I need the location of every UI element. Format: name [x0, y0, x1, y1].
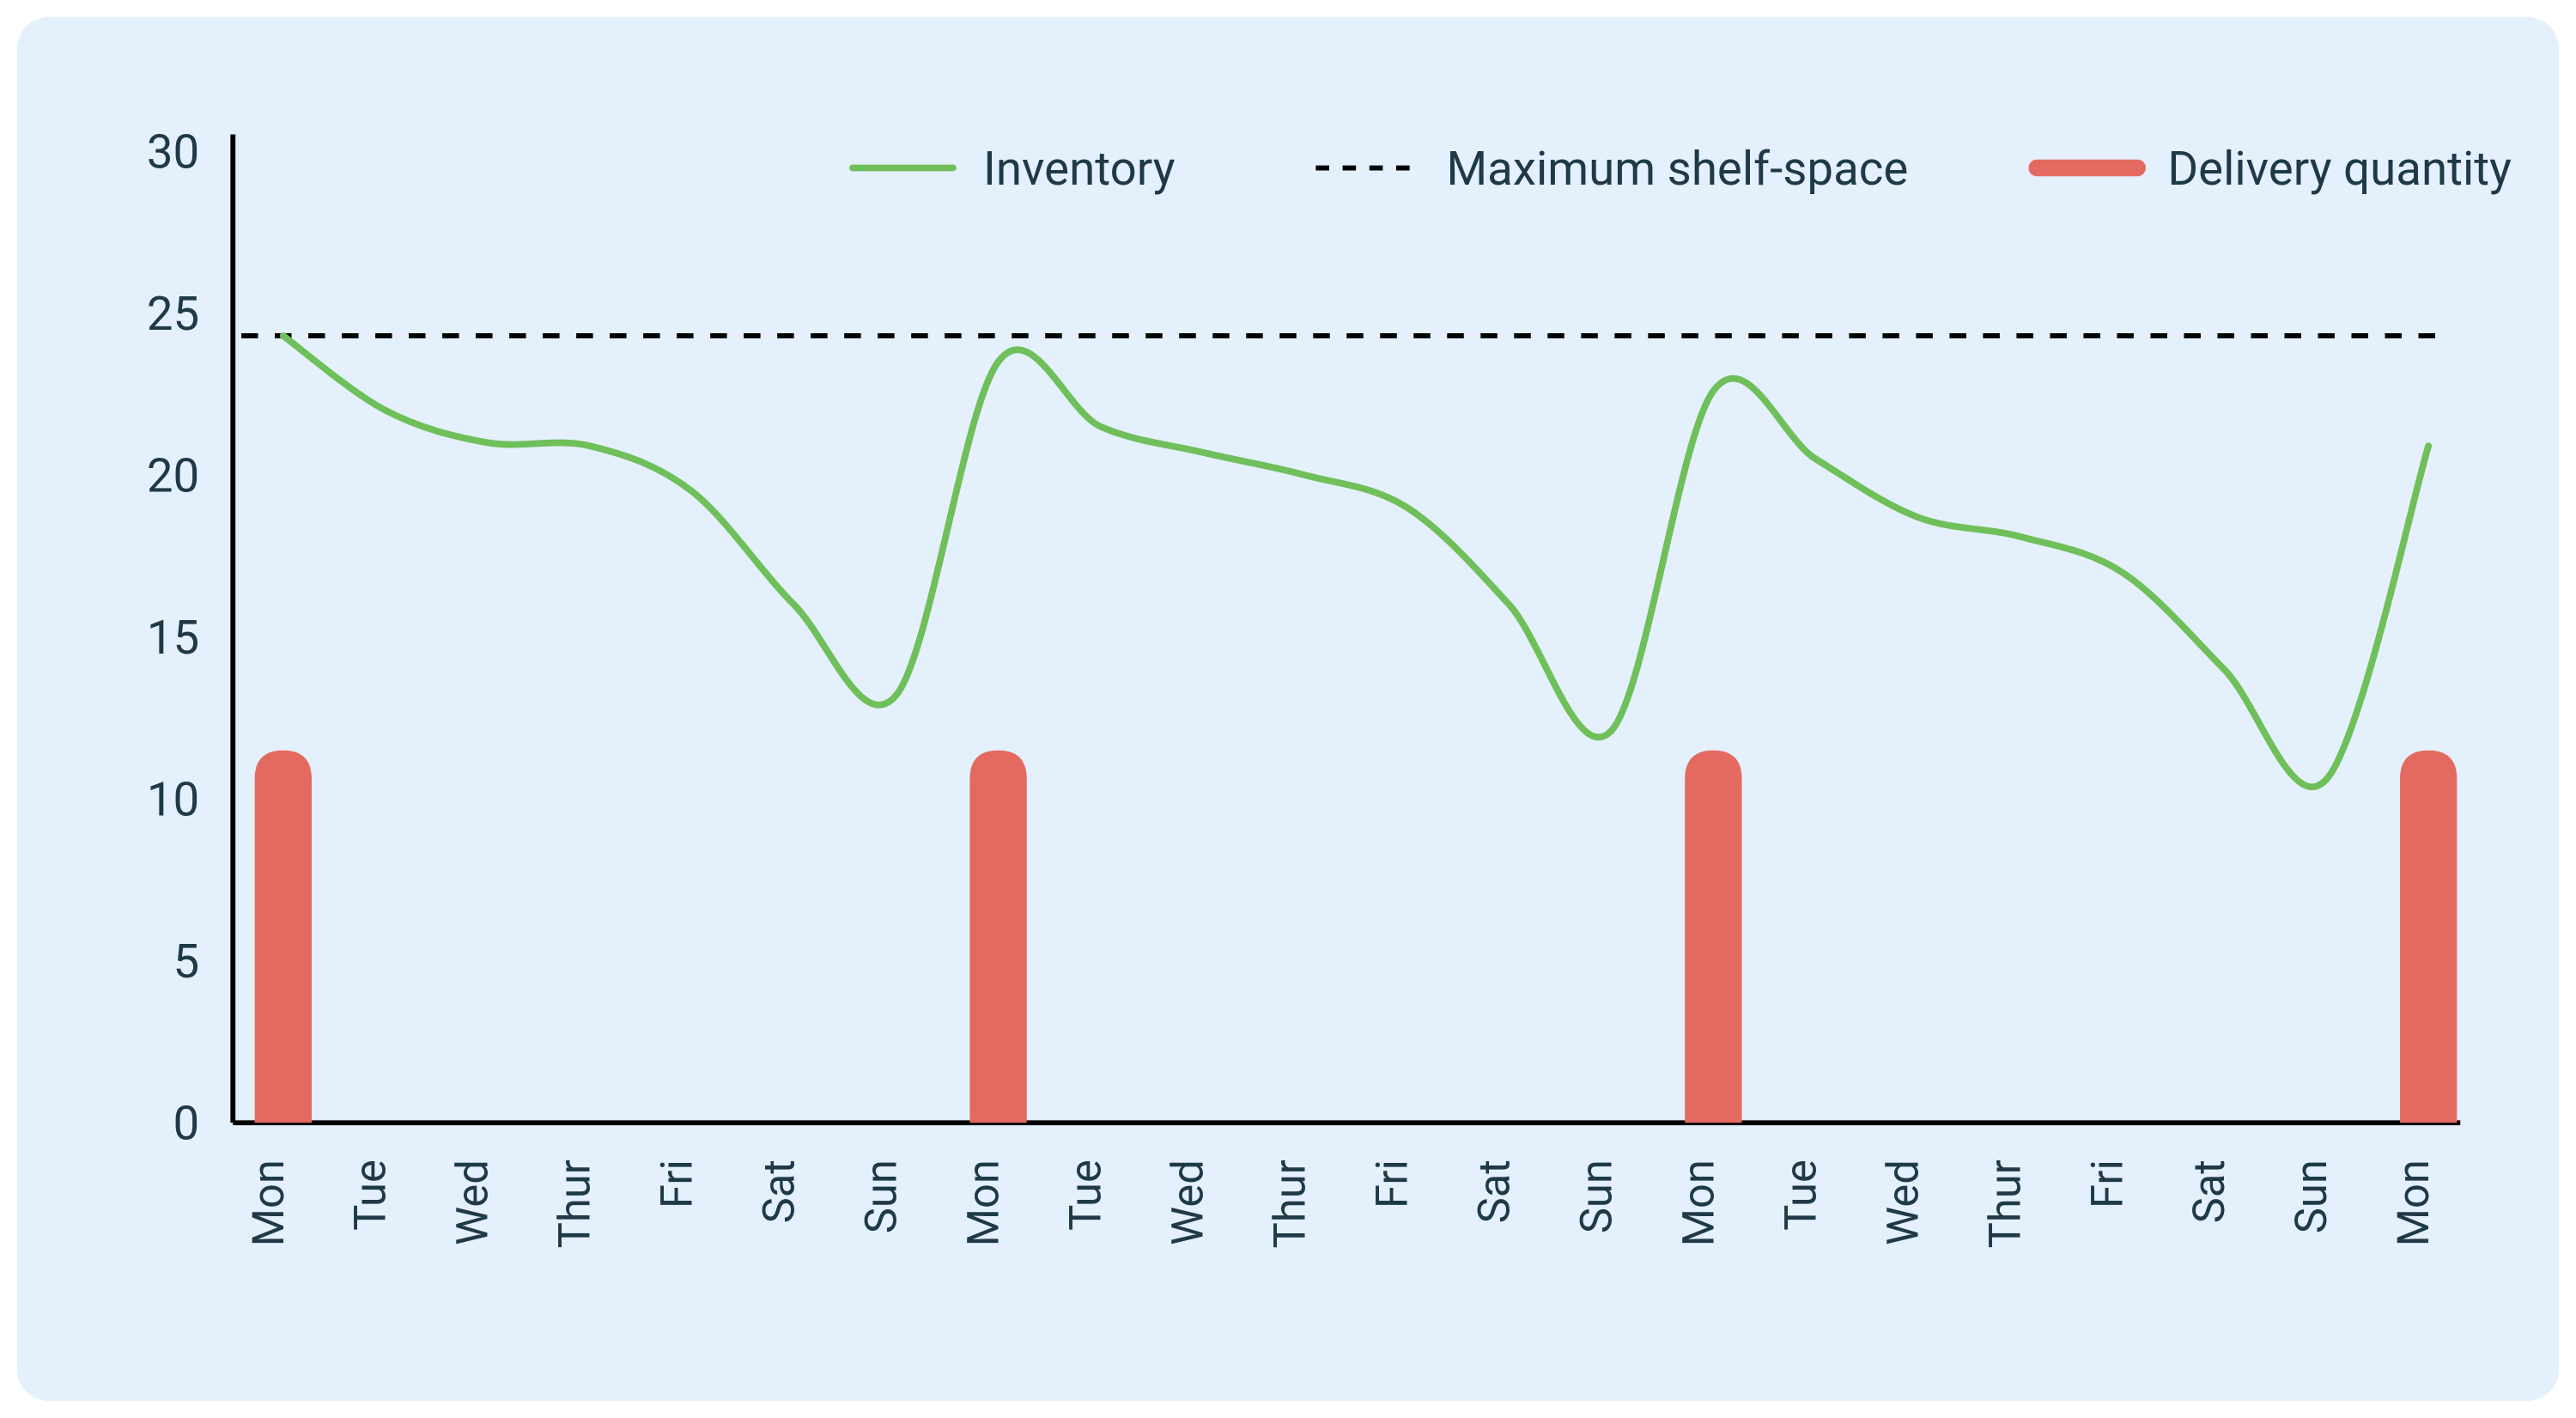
- x-tick-label: Thur: [1980, 1159, 2031, 1248]
- y-tick-label: 10: [147, 773, 199, 828]
- x-tick-label: Tue: [1776, 1159, 1826, 1231]
- y-tick-label: 20: [147, 449, 199, 504]
- legend-item-delivery: Delivery quantity: [2037, 142, 2512, 197]
- x-tick-label: Wed: [1878, 1159, 1929, 1245]
- x-tick-label: Thur: [1266, 1159, 1316, 1248]
- delivery-bar: [969, 751, 1026, 1123]
- x-tick-label: Tue: [346, 1159, 397, 1231]
- legend-label-inventory: Inventory: [983, 142, 1176, 197]
- delivery-bar: [1685, 751, 1741, 1123]
- y-tick-label: 30: [147, 125, 199, 180]
- delivery-bar: [255, 751, 312, 1123]
- x-tick-label: Mon: [959, 1159, 1010, 1246]
- x-tick-label: Tue: [1061, 1159, 1112, 1231]
- delivery-bar: [2400, 751, 2457, 1123]
- x-tick-label: Fri: [1367, 1159, 1418, 1208]
- legend-label-max_shelf: Maximum shelf-space: [1447, 142, 1909, 197]
- x-tick-label: Wed: [1163, 1159, 1214, 1245]
- y-tick-label: 0: [173, 1097, 200, 1152]
- y-tick-label: 25: [147, 287, 199, 342]
- x-tick-label: Mon: [1674, 1159, 1724, 1246]
- legend-item-inventory: Inventory: [853, 142, 1176, 197]
- legend-item-max_shelf: Maximum shelf-space: [1315, 142, 1908, 197]
- x-tick-label: Wed: [448, 1159, 499, 1245]
- x-tick-label: Fri: [2082, 1159, 2133, 1208]
- legend-label-delivery: Delivery quantity: [2167, 142, 2512, 197]
- chart-card: 0 5 10 15 20 25 30 Mon Tue Wed Thur Fri Sat Sun Mon Tue…: [17, 17, 2559, 1401]
- x-tick-label: Sun: [2287, 1159, 2337, 1233]
- x-tick-label: Sat: [755, 1159, 805, 1223]
- x-tick-label: Sat: [2184, 1159, 2235, 1223]
- x-tick-label: Sat: [1469, 1159, 1520, 1223]
- inventory-chart: 0 5 10 15 20 25 30 Mon Tue Wed Thur Fri Sat Sun Mon Tue…: [17, 17, 2559, 1401]
- x-tick-label: Mon: [2389, 1159, 2439, 1246]
- y-tick-label: 15: [147, 611, 199, 666]
- x-tick-label: Sun: [1571, 1159, 1622, 1233]
- x-tick-label: Mon: [244, 1159, 295, 1246]
- inventory-line: [283, 336, 2428, 787]
- x-tick-label: Sun: [857, 1159, 908, 1233]
- x-tick-label: Thur: [550, 1159, 601, 1248]
- y-tick-label: 5: [173, 934, 200, 989]
- x-tick-label: Fri: [653, 1159, 703, 1208]
